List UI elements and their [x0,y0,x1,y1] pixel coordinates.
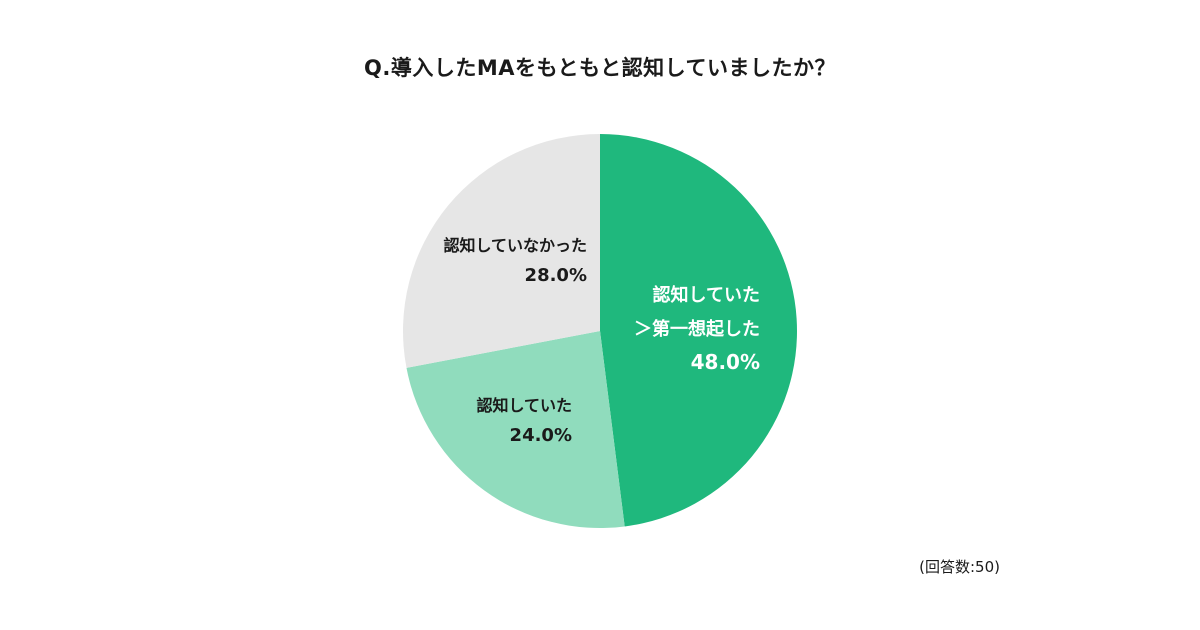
slice-value-label: 28.0% [525,265,587,286]
slice-value-label: 48.0% [691,350,760,374]
pie-slice-1 [600,134,798,527]
pie-slice-3 [403,134,600,368]
slice-category-label: 認知していた [476,396,572,415]
pie-slice-2 [406,331,625,528]
pie-slices [403,134,798,528]
slice-category-label: 認知していなかった [443,236,587,255]
pie-labels: 認知していた ＞第一想起した 48.0% 認知していた 24.0% 認知していなかった 28… [443,236,760,446]
slice-category-label: ＞第一想起した [634,318,760,340]
chart-title: Q.導入したMAをもともと認知していましたか？ [363,56,836,80]
slice-value-label: 24.0% [510,425,572,446]
slice-category-label: 認知していた [653,284,760,306]
respondent-count: (回答数:50) [919,558,1000,576]
